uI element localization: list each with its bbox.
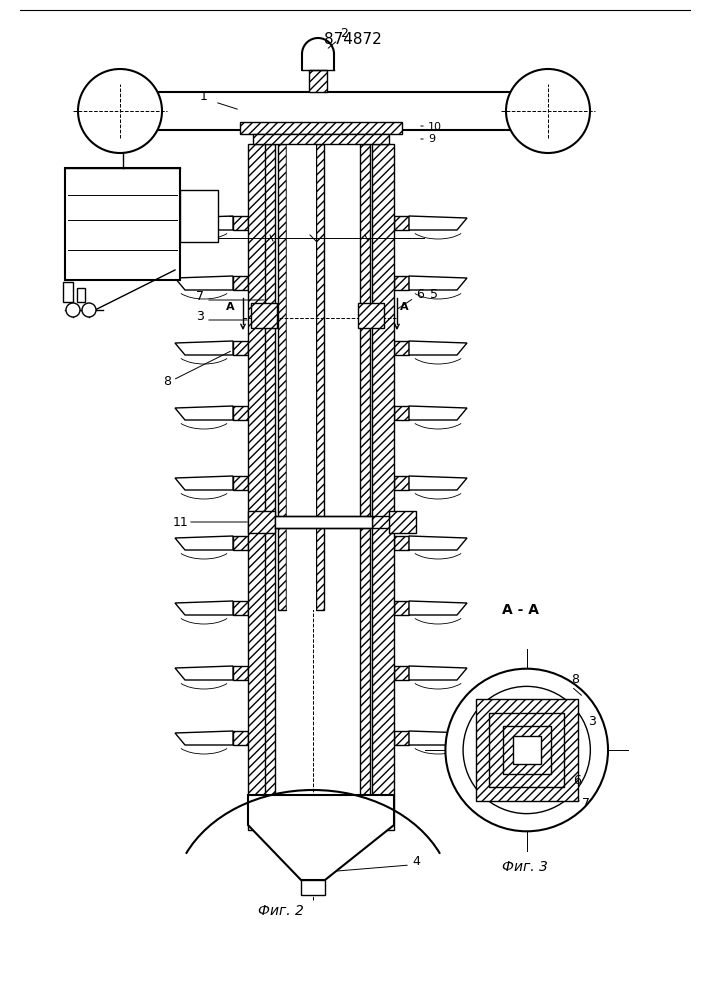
- Bar: [65, 168, 180, 280]
- Text: 3: 3: [196, 310, 204, 323]
- Bar: [240, 122, 402, 134]
- Bar: [233, 341, 248, 355]
- Text: 1: 1: [200, 90, 208, 103]
- Bar: [309, 70, 327, 92]
- Polygon shape: [409, 536, 467, 550]
- Bar: [233, 476, 248, 490]
- Bar: [489, 713, 564, 787]
- Text: 8: 8: [163, 375, 171, 388]
- Bar: [95, 92, 575, 130]
- Bar: [394, 536, 409, 550]
- Bar: [233, 216, 248, 230]
- Circle shape: [66, 303, 80, 317]
- Polygon shape: [175, 666, 233, 680]
- Bar: [77, 288, 85, 302]
- Polygon shape: [175, 216, 233, 230]
- Polygon shape: [175, 276, 233, 290]
- Polygon shape: [409, 216, 467, 230]
- Bar: [394, 601, 409, 615]
- Text: 874872: 874872: [324, 32, 382, 47]
- Bar: [233, 601, 248, 615]
- Bar: [360, 144, 370, 830]
- Polygon shape: [409, 341, 467, 355]
- Circle shape: [463, 686, 590, 814]
- Bar: [301, 880, 325, 895]
- Polygon shape: [409, 276, 467, 290]
- Text: 10: 10: [428, 122, 442, 132]
- Bar: [275, 516, 372, 528]
- Bar: [278, 144, 286, 610]
- Polygon shape: [409, 476, 467, 490]
- Bar: [316, 144, 324, 610]
- Text: Фиг. 2: Фиг. 2: [258, 904, 304, 918]
- Bar: [253, 134, 389, 144]
- Bar: [265, 144, 275, 830]
- Bar: [233, 731, 248, 745]
- Text: 11: 11: [173, 516, 189, 529]
- Polygon shape: [248, 795, 394, 880]
- Polygon shape: [409, 666, 467, 680]
- Text: A - A: A - A: [502, 603, 539, 617]
- Polygon shape: [175, 731, 233, 745]
- Bar: [394, 666, 409, 680]
- Bar: [286, 144, 316, 610]
- Text: A: A: [400, 302, 409, 312]
- Circle shape: [82, 303, 96, 317]
- Bar: [63, 282, 73, 302]
- Circle shape: [78, 69, 162, 153]
- Bar: [372, 144, 394, 830]
- Polygon shape: [175, 476, 233, 490]
- Polygon shape: [409, 406, 467, 420]
- Bar: [233, 536, 248, 550]
- Bar: [233, 406, 248, 420]
- Bar: [233, 276, 248, 290]
- Text: A: A: [226, 302, 235, 312]
- Text: 3: 3: [588, 715, 595, 728]
- Bar: [394, 276, 409, 290]
- Circle shape: [506, 69, 590, 153]
- Bar: [503, 726, 551, 774]
- Text: 6: 6: [416, 288, 424, 301]
- Bar: [248, 511, 275, 533]
- Bar: [389, 511, 416, 533]
- Text: 6: 6: [573, 774, 580, 787]
- Text: 8: 8: [571, 673, 580, 686]
- Polygon shape: [175, 536, 233, 550]
- Text: 9: 9: [428, 134, 435, 144]
- Bar: [233, 666, 248, 680]
- Bar: [358, 303, 384, 328]
- Polygon shape: [409, 601, 467, 615]
- Bar: [394, 731, 409, 745]
- Text: 7: 7: [196, 290, 204, 303]
- Circle shape: [445, 669, 608, 831]
- Bar: [248, 144, 270, 830]
- Text: 7: 7: [582, 797, 590, 810]
- Polygon shape: [175, 406, 233, 420]
- Bar: [394, 341, 409, 355]
- Bar: [394, 476, 409, 490]
- Text: 5: 5: [430, 288, 438, 301]
- Polygon shape: [409, 731, 467, 745]
- Text: Фиг. 3: Фиг. 3: [502, 860, 548, 874]
- Polygon shape: [175, 601, 233, 615]
- Text: 4: 4: [412, 855, 420, 868]
- Bar: [180, 190, 218, 242]
- Polygon shape: [175, 341, 233, 355]
- Text: 2: 2: [340, 27, 348, 40]
- Bar: [513, 736, 541, 764]
- Bar: [251, 303, 277, 328]
- Bar: [394, 216, 409, 230]
- Bar: [394, 406, 409, 420]
- Bar: [476, 699, 578, 801]
